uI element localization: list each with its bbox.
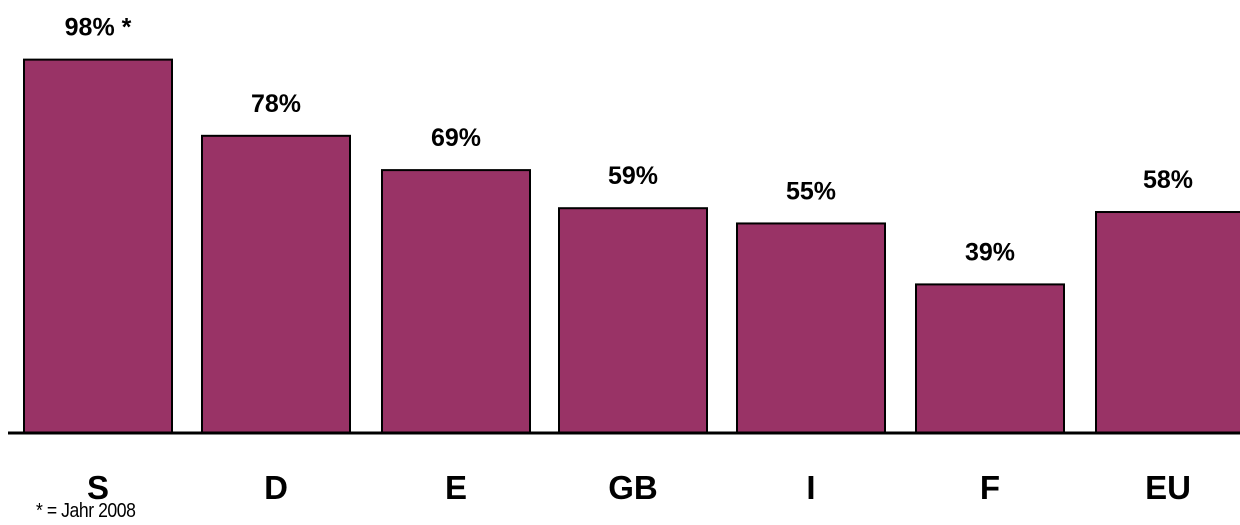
bar-f [915, 283, 1065, 434]
value-label-f: 39% [965, 238, 1015, 266]
category-label-e: E [445, 469, 467, 506]
bar-i [736, 222, 886, 434]
value-label-i: 55% [786, 177, 836, 205]
bar-eu [1095, 211, 1240, 434]
category-label-gb: GB [608, 469, 658, 506]
value-labels-group: 98% * 78% 69% 59% 55% 39% 58% [65, 14, 1193, 267]
bar-d [201, 134, 351, 434]
bars-group [23, 58, 1240, 435]
value-label-d: 78% [251, 90, 301, 118]
category-label-i: I [806, 469, 815, 506]
value-label-s: 98% * [65, 14, 132, 42]
bar-gb [558, 207, 708, 434]
category-label-d: D [264, 469, 288, 506]
value-label-e: 69% [431, 124, 481, 152]
footnote: * = Jahr 2008 [36, 500, 136, 522]
bar-s [23, 58, 173, 435]
category-label-eu: EU [1145, 469, 1191, 506]
category-label-f: F [980, 469, 1000, 506]
category-label-s: S [87, 469, 109, 506]
category-labels-group: S D E GB I F EU [87, 469, 1191, 506]
value-label-eu: 58% [1143, 166, 1193, 194]
value-label-gb: 59% [608, 162, 658, 190]
bar-e [381, 169, 531, 435]
